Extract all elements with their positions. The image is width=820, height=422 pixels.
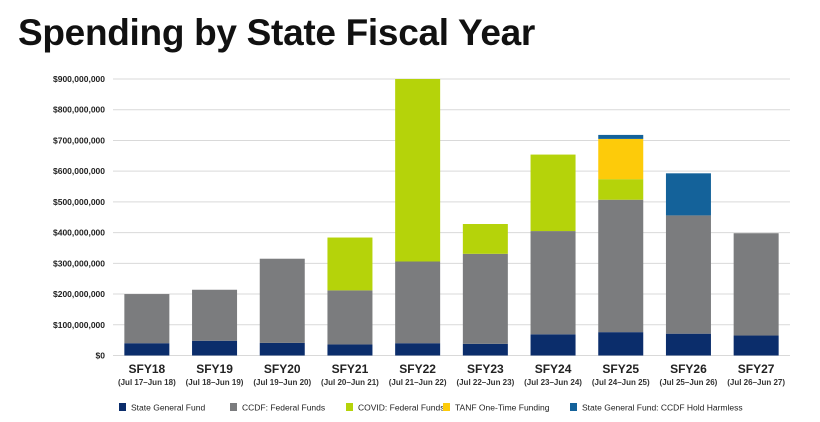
y-tick-label: $800,000,000 bbox=[53, 105, 105, 115]
y-tick-label: $200,000,000 bbox=[53, 289, 105, 299]
x-tick-sublabel: (Jul 19–Jun 20) bbox=[253, 378, 311, 387]
x-tick-sublabel: (Jul 25–Jun 26) bbox=[660, 378, 718, 387]
x-tick-label: SFY19 bbox=[196, 362, 233, 376]
y-tick-label: $900,000,000 bbox=[53, 74, 105, 84]
bar-segment-covid-federal-funds bbox=[327, 237, 373, 291]
x-tick-label: SFY24 bbox=[535, 362, 572, 376]
legend-label: State General Fund bbox=[131, 403, 205, 413]
bar-segment-state-general-fund bbox=[395, 343, 441, 356]
legend-swatch bbox=[346, 403, 353, 411]
legend-swatch bbox=[119, 403, 126, 411]
bar-segment-covid-federal-funds bbox=[598, 179, 644, 200]
bar-segment-ccdf-federal-funds bbox=[259, 258, 305, 343]
legend-label: State General Fund: CCDF Hold Harmless bbox=[582, 403, 743, 413]
bar-segment-covid-federal-funds bbox=[530, 154, 576, 232]
bar-segment-ccdf-federal-funds bbox=[733, 233, 779, 336]
x-tick-sublabel: (Jul 22–Jun 23) bbox=[456, 378, 514, 387]
x-tick-label: SFY26 bbox=[670, 362, 707, 376]
x-tick-sublabel: (Jul 21–Jun 22) bbox=[389, 378, 447, 387]
bar-segment-state-general-fund-ccdf-hold-harmless bbox=[665, 173, 711, 216]
bar-segment-ccdf-federal-funds bbox=[598, 199, 644, 333]
bar-segment-ccdf-federal-funds bbox=[530, 231, 576, 335]
y-tick-label: $300,000,000 bbox=[53, 258, 105, 268]
x-tick-sublabel: (Jul 20–Jun 21) bbox=[321, 378, 379, 387]
bar-segment-state-general-fund bbox=[327, 344, 373, 356]
bar-segment-state-general-fund bbox=[598, 332, 644, 356]
bar-segment-state-general-fund bbox=[665, 333, 711, 356]
y-tick-label: $700,000,000 bbox=[53, 135, 105, 145]
y-tick-label: $0 bbox=[96, 351, 106, 361]
x-tick-sublabel: (Jul 24–Jun 25) bbox=[592, 378, 650, 387]
legend-swatch bbox=[570, 403, 577, 411]
bar-segment-state-general-fund bbox=[192, 340, 238, 356]
x-tick-label: SFY23 bbox=[467, 362, 504, 376]
bar-segment-ccdf-federal-funds bbox=[327, 290, 373, 345]
bar-segment-covid-federal-funds bbox=[395, 79, 441, 262]
bar-segment-state-general-fund bbox=[462, 343, 508, 356]
bar-segment-covid-federal-funds bbox=[462, 224, 508, 254]
legend-label: COVID: Federal Funds bbox=[358, 403, 444, 413]
legend-swatch bbox=[443, 403, 450, 411]
bar-segment-tanf-one-time-funding bbox=[598, 138, 644, 180]
legend-swatch bbox=[230, 403, 237, 411]
bar-segment-ccdf-federal-funds bbox=[192, 289, 238, 341]
y-tick-label: $100,000,000 bbox=[53, 320, 105, 330]
y-tick-label: $600,000,000 bbox=[53, 166, 105, 176]
bar-segment-state-general-fund bbox=[530, 334, 576, 356]
x-tick-label: SFY22 bbox=[399, 362, 436, 376]
x-tick-label: SFY25 bbox=[602, 362, 639, 376]
legend-label: TANF One-Time Funding bbox=[455, 403, 550, 413]
bar-segment-ccdf-federal-funds bbox=[395, 261, 441, 344]
legend-label: CCDF: Federal Funds bbox=[242, 403, 325, 413]
bar-segment-ccdf-federal-funds bbox=[124, 294, 170, 344]
x-tick-sublabel: (Jul 26–Jun 27) bbox=[727, 378, 785, 387]
y-tick-label: $500,000,000 bbox=[53, 197, 105, 207]
x-tick-label: SFY27 bbox=[738, 362, 775, 376]
x-tick-sublabel: (Jul 23–Jun 24) bbox=[524, 378, 582, 387]
x-tick-label: SFY20 bbox=[264, 362, 301, 376]
bar-segment-ccdf-federal-funds bbox=[665, 215, 711, 334]
x-tick-label: SFY21 bbox=[332, 362, 369, 376]
x-tick-sublabel: (Jul 17–Jun 18) bbox=[118, 378, 176, 387]
y-tick-label: $400,000,000 bbox=[53, 228, 105, 238]
bar-segment-state-general-fund bbox=[259, 342, 305, 356]
bar-segment-state-general-fund bbox=[124, 343, 170, 356]
chart-title: Spending by State Fiscal Year bbox=[18, 12, 536, 53]
bar-segment-ccdf-federal-funds bbox=[462, 253, 508, 344]
x-tick-sublabel: (Jul 18–Jun 19) bbox=[186, 378, 244, 387]
x-tick-label: SFY18 bbox=[129, 362, 166, 376]
bar-segment-state-general-fund-ccdf-hold-harmless bbox=[598, 134, 644, 139]
bar-segment-state-general-fund bbox=[733, 335, 779, 356]
